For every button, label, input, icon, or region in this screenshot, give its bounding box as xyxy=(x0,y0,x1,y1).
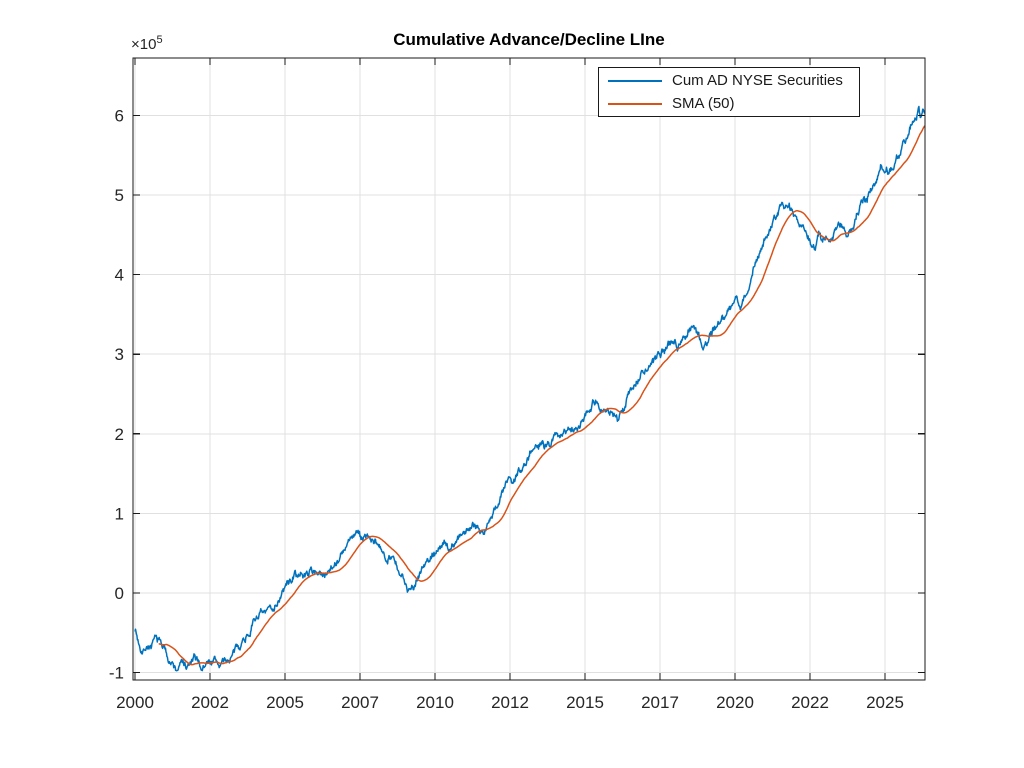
x-tick-label: 2005 xyxy=(266,693,304,712)
series-lines xyxy=(134,105,925,672)
y-tick-label: -1 xyxy=(109,664,124,683)
y-axis-exponent-label: ×105 xyxy=(131,34,163,53)
axes-spines xyxy=(132,57,926,681)
x-tick-label: 2007 xyxy=(341,693,379,712)
tick-labels: 2000 2002 2005 2007 2010 2012 2015 2017 2020 2022… xyxy=(109,106,904,712)
x-tick-label: 2002 xyxy=(191,693,229,712)
y-tick-label: 6 xyxy=(115,106,124,125)
axes-box xyxy=(132,57,926,681)
x-tick-label: 2015 xyxy=(566,693,604,712)
legend-label: SMA (50) xyxy=(672,95,735,112)
exponent-power: 5 xyxy=(156,34,163,46)
x-tick-label: 2022 xyxy=(791,693,829,712)
tick-marks xyxy=(133,58,925,680)
chart-title: Cumulative Advance/Decline LIne xyxy=(393,30,665,49)
legend-line-sample-blue xyxy=(608,79,662,82)
y-tick-label: 2 xyxy=(115,425,124,444)
x-tick-label: 2010 xyxy=(416,693,454,712)
x-tick-label: 2012 xyxy=(491,693,529,712)
legend-entry-sma: SMA (50) xyxy=(599,92,859,115)
x-tick-label: 2017 xyxy=(641,693,679,712)
x-tick-label: 2020 xyxy=(716,693,754,712)
legend-label: Cum AD NYSE Securities xyxy=(672,72,843,89)
y-tick-label: 4 xyxy=(115,266,124,285)
series-line-sma xyxy=(158,125,925,666)
y-tick-label: 3 xyxy=(115,345,124,364)
series-line-cum-ad xyxy=(134,105,925,672)
x-tick-label: 2000 xyxy=(116,693,154,712)
y-tick-label: 1 xyxy=(115,504,124,523)
legend-line-sample-orange xyxy=(608,102,662,105)
legend-box: Cum AD NYSE Securities SMA (50) xyxy=(598,67,860,117)
x-tick-label: 2025 xyxy=(866,693,904,712)
exponent-base: ×10 xyxy=(131,36,157,53)
y-tick-label: 5 xyxy=(115,186,124,205)
y-tick-label: 0 xyxy=(115,584,124,603)
grid-lines xyxy=(133,58,925,680)
legend-entry-cum-ad: Cum AD NYSE Securities xyxy=(599,69,859,92)
